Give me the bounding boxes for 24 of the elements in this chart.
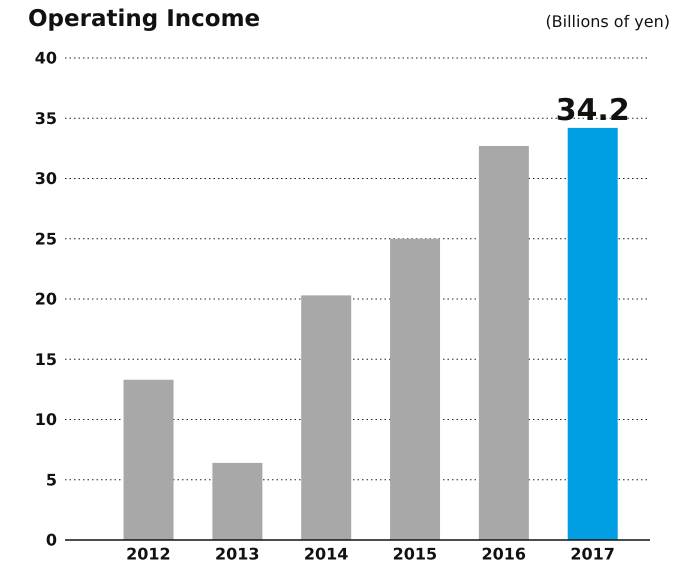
x-tick-label: 2017 — [570, 544, 615, 564]
y-tick-label: 35 — [34, 108, 57, 128]
bar — [301, 295, 352, 540]
y-tick-label: 30 — [34, 169, 57, 188]
chart-title: Operating Income — [28, 6, 260, 32]
y-tick-label: 25 — [34, 229, 57, 248]
bar — [390, 238, 440, 540]
y-axis-title: (Billions of yen) — [545, 12, 670, 31]
bar — [478, 146, 529, 540]
y-tick-label: 0 — [46, 530, 57, 550]
y-tick-label: 5 — [46, 470, 57, 490]
x-tick-label: 2013 — [214, 544, 260, 564]
bar — [124, 380, 174, 540]
data-label: 34.2 — [556, 92, 630, 128]
x-tick-label: 2014 — [304, 544, 348, 564]
y-tick-label: 40 — [34, 48, 57, 68]
x-tick-label: 2016 — [481, 544, 526, 564]
y-tick-label: 10 — [34, 410, 57, 430]
x-tick-label: 2012 — [126, 544, 171, 564]
bar — [568, 128, 618, 540]
y-tick-label: 20 — [34, 290, 57, 309]
y-tick-label: 15 — [34, 350, 57, 369]
bar — [212, 462, 262, 540]
x-tick-label: 2015 — [392, 544, 438, 564]
